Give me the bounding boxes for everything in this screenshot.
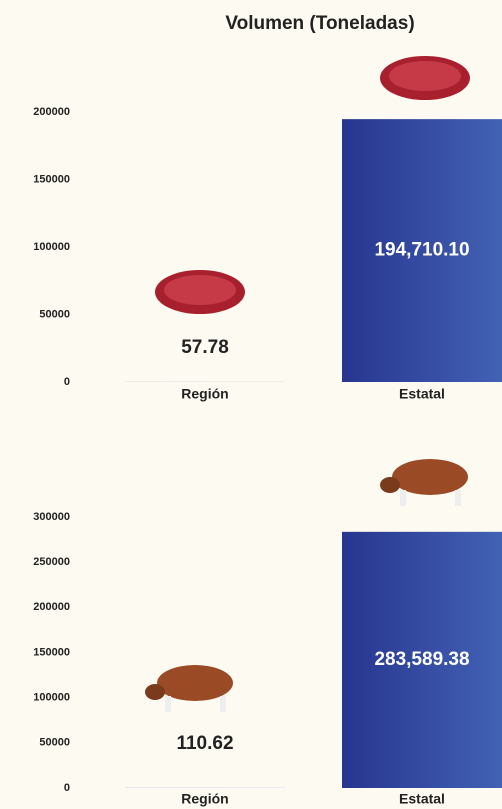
y-tick-label: 0 xyxy=(64,782,70,794)
value-label: 283,589.38 xyxy=(374,649,469,670)
y-tick-label: 50000 xyxy=(39,737,70,749)
x-tick-label: Estatal xyxy=(399,791,445,807)
y-tick-label: 150000 xyxy=(33,173,70,185)
y-tick-label: 200000 xyxy=(33,601,70,613)
y-tick-label: 50000 xyxy=(39,308,70,320)
y-tick-label: 200000 xyxy=(33,106,70,118)
y-tick-label: 100000 xyxy=(33,692,70,704)
x-tick-label: Región xyxy=(181,791,228,807)
y-tick-label: 100000 xyxy=(33,241,70,253)
chart-title: Volumen (Toneladas) xyxy=(225,13,414,34)
value-label: 194,710.10 xyxy=(374,240,469,261)
value-label: 57.78 xyxy=(181,337,229,358)
y-tick-label: 300000 xyxy=(33,511,70,523)
y-tick-label: 150000 xyxy=(33,646,70,658)
value-label: 110.62 xyxy=(176,733,233,754)
page: Volumen (Toneladas) 0 50000 100000 150000 20… xyxy=(0,0,502,809)
y-tick-label: 250000 xyxy=(33,556,70,568)
y-tick-label: 0 xyxy=(64,376,70,388)
x-tick-label: Estatal xyxy=(399,386,445,402)
x-tick-label: Región xyxy=(181,386,228,402)
